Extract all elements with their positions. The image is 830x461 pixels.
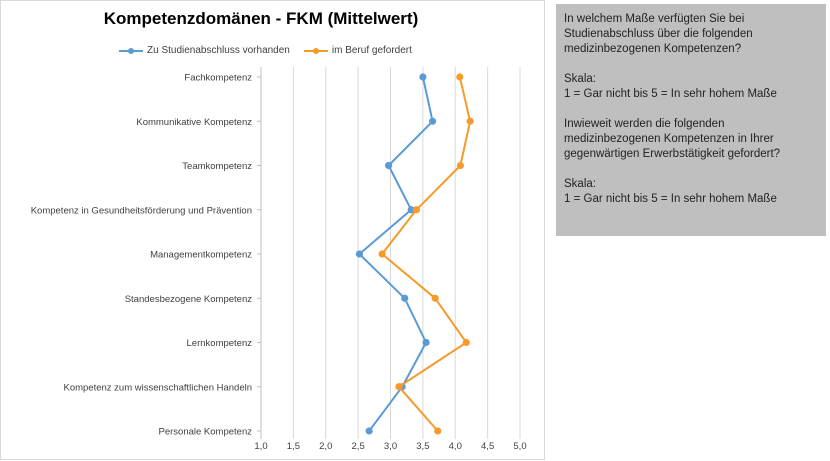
data-point-series-2: [456, 161, 465, 170]
info-scale-2-text: 1 = Gar nicht bis 5 = In sehr hohem Maße: [564, 193, 777, 205]
x-tick-label: 3,0: [384, 441, 397, 452]
y-tick-label: Fachkompetenz: [184, 73, 252, 84]
legend-item-series-1: Zu Studienabschluss vorhanden: [119, 45, 290, 56]
info-scale-1-label: Skala:: [564, 73, 596, 85]
y-tick-label: Teamkompetenz: [182, 161, 252, 172]
legend-label-series-2: im Beruf gefordert: [331, 45, 412, 56]
x-tick-label: 2,0: [319, 441, 332, 452]
data-point-series-1: [384, 161, 393, 170]
legend-label-series-1: Zu Studienabschluss vorhanden: [147, 45, 290, 56]
data-point-series-2: [395, 383, 403, 391]
data-point-series-2: [462, 338, 470, 347]
data-point-series-1: [407, 206, 415, 214]
legend-swatch-series-1: [119, 47, 143, 54]
y-tick-label: Lernkompetenz: [187, 338, 253, 349]
data-point-series-2: [456, 73, 464, 81]
data-point-series-1: [355, 250, 364, 258]
legend: Zu Studienabschluss vorhanden im Beruf g…: [119, 45, 412, 56]
y-tick-label: Kommunikative Kompetenz: [136, 117, 252, 128]
data-point-series-1: [401, 294, 409, 302]
data-point-series-1: [419, 73, 427, 81]
data-point-series-1: [365, 427, 373, 435]
legend-item-series-2: im Beruf gefordert: [303, 45, 412, 56]
y-tick-label: Standesbezogene Kompetenz: [125, 294, 253, 305]
data-point-series-2: [466, 117, 474, 125]
info-question-2: Inwieweit werden die folgenden medizinbe…: [564, 118, 781, 160]
y-tick-label: Managementkompetenz: [150, 250, 252, 261]
chart-area: 1,0 1,5 2,0 2,5 3,0 3,5 4,0 4,5 5,0 Fachkompetenz…: [0, 0, 545, 460]
series-line-1: [358, 76, 434, 432]
info-scale-2-label: Skala:: [564, 178, 596, 190]
data-point-series-2: [412, 206, 420, 214]
x-tick-label: 2,5: [352, 441, 365, 452]
info-box: In welchem Maße verfügten Sie bei Studie…: [556, 4, 826, 236]
data-point-series-1: [428, 117, 437, 125]
x-tick-label: 1,0: [254, 441, 267, 452]
plot-svg: 1,0 1,5 2,0 2,5 3,0 3,5 4,0 4,5 5,0 Fachkompetenz…: [31, 67, 527, 452]
y-tick-label: Kompetenz in Gesundheitsförderung und Pr…: [31, 205, 252, 216]
data-point-series-2: [434, 427, 442, 435]
series-line-2: [381, 76, 472, 432]
legend-swatch-series-2: [303, 47, 328, 54]
x-tick-label: 5,0: [513, 441, 526, 452]
data-point-series-2: [431, 294, 439, 302]
info-scale-1-text: 1 = Gar nicht bis 5 = In sehr hohem Maße: [564, 88, 777, 100]
x-tick-label: 1,5: [287, 441, 300, 452]
y-tick-label: Personale Kompetenz: [159, 427, 253, 438]
y-tick-label: Kompetenz zum wissenschaftlichen Handeln: [63, 382, 252, 393]
x-tick-label: 4,0: [449, 441, 462, 452]
chart-title: Kompetenzdomänen - FKM (Mittelwert): [103, 9, 419, 28]
info-question-1: In welchem Maße verfügten Sie bei Studie…: [564, 13, 753, 55]
data-point-series-1: [422, 338, 430, 347]
data-point-series-2: [378, 250, 386, 258]
x-tick-label: 4,5: [481, 441, 494, 452]
x-tick-label: 3,5: [416, 441, 429, 452]
